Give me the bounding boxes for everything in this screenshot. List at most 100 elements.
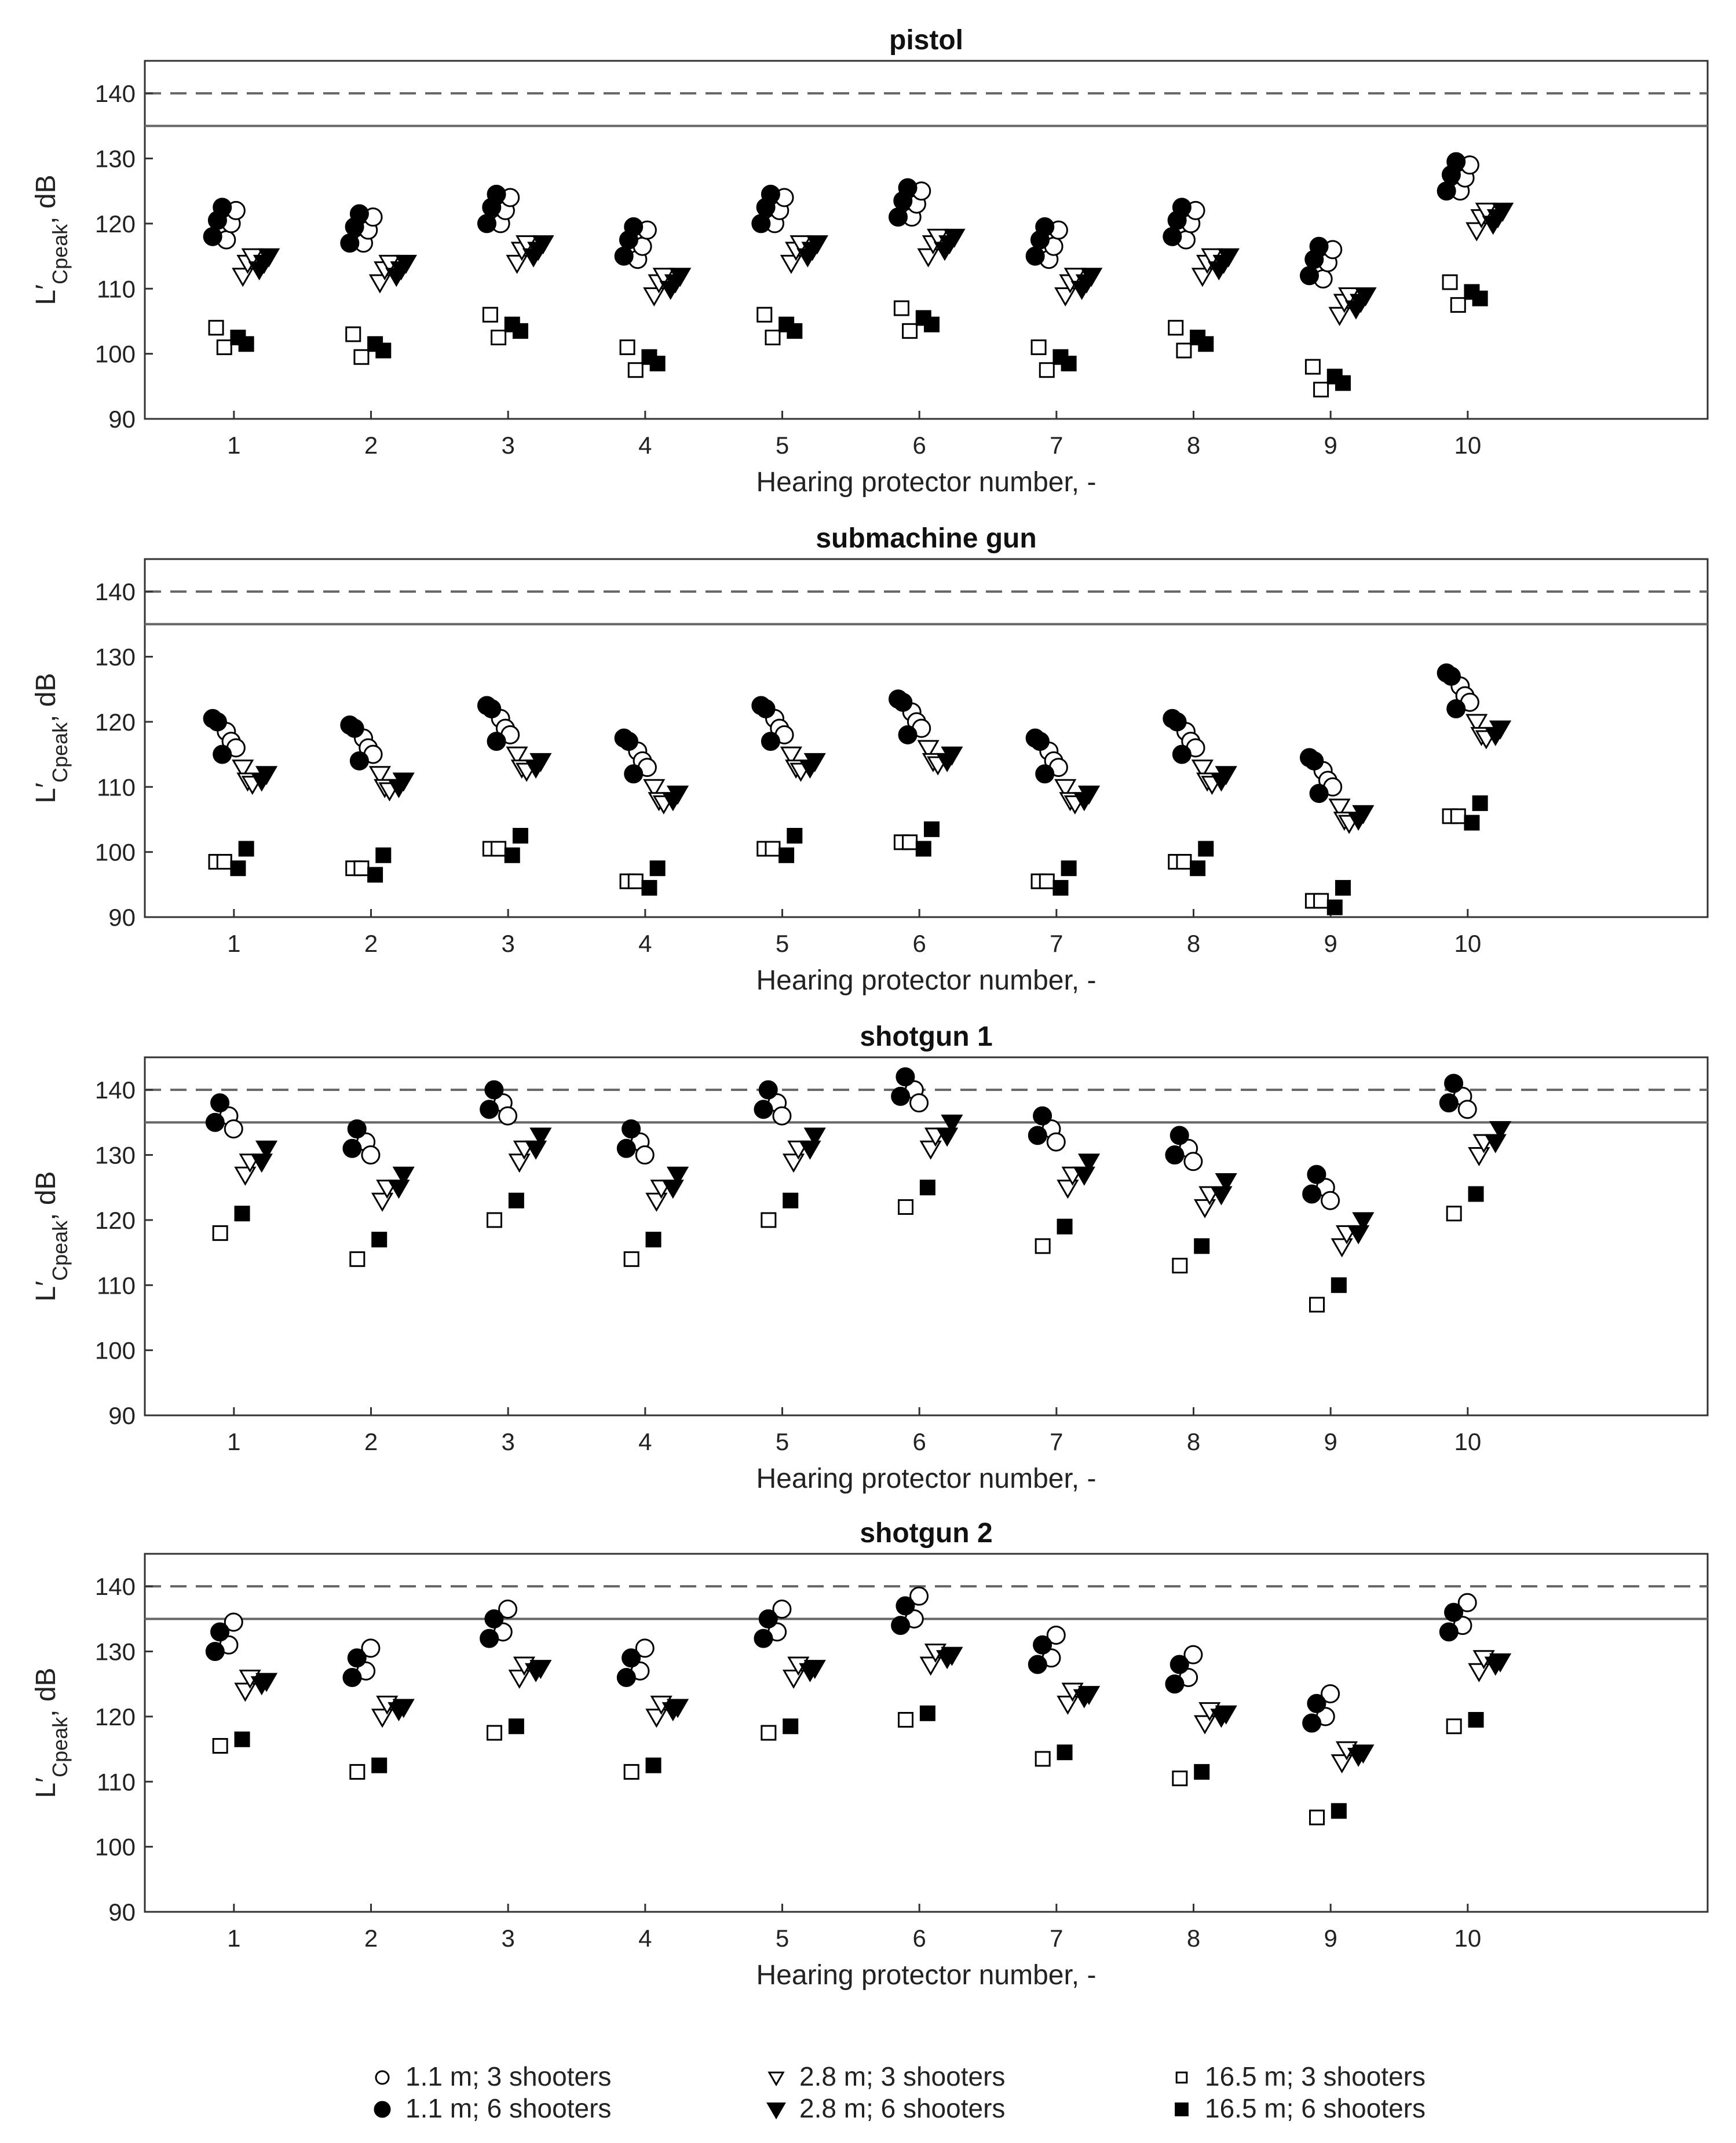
data-point [205, 1112, 225, 1132]
series-3 [234, 1644, 1495, 1774]
data-point [508, 1192, 524, 1209]
series-2 [205, 1067, 1464, 1204]
data-point [234, 1166, 257, 1186]
data-point [482, 699, 502, 718]
data-point [898, 1712, 913, 1728]
data-point [915, 841, 931, 857]
data-point [649, 355, 666, 371]
data-point [627, 873, 644, 889]
data-point [345, 326, 361, 342]
data-point [1165, 1674, 1185, 1694]
data-point [258, 248, 280, 268]
data-point [622, 1119, 641, 1139]
data-point [1165, 1145, 1185, 1165]
y-tick-label: 140 [95, 1076, 136, 1104]
data-point [487, 1725, 502, 1741]
data-point [255, 766, 278, 786]
data-point [783, 1192, 799, 1209]
x-tick-label: 8 [1187, 930, 1200, 957]
data-point [806, 235, 828, 255]
data-point [1450, 808, 1466, 824]
y-tick-label: 120 [95, 709, 136, 736]
data-point [1046, 1625, 1066, 1645]
data-point [896, 1067, 915, 1087]
x-tick-label: 9 [1324, 432, 1337, 459]
data-point [782, 1153, 805, 1173]
x-tick-label: 1 [227, 930, 240, 957]
data-point [392, 1166, 415, 1186]
legend-marker-icon [1175, 2102, 1189, 2116]
data-point [1437, 181, 1456, 201]
data-point [232, 760, 254, 779]
plot-area [144, 1553, 1709, 1913]
data-point [203, 227, 222, 246]
data-point [1492, 202, 1514, 222]
legend-item: 2.8 m; 6 shooters [766, 2093, 1005, 2123]
data-point [779, 847, 795, 863]
panel-title: pistol [889, 25, 963, 56]
data-point [1304, 359, 1321, 375]
data-point [1444, 1074, 1464, 1093]
data-point [616, 1667, 636, 1687]
legend-marker-icon [375, 2070, 390, 2085]
x-tick-label: 6 [912, 1925, 926, 1952]
data-point [941, 746, 963, 766]
data-point [375, 847, 392, 863]
legend-item: 2.8 m; 3 shooters [768, 2061, 1005, 2091]
data-point [891, 1616, 911, 1635]
data-point [234, 1682, 257, 1702]
data-point [1035, 1238, 1051, 1254]
data-point [1215, 766, 1237, 786]
data-point [1352, 1212, 1375, 1232]
data-point [1194, 1238, 1210, 1254]
data-point [1457, 1593, 1477, 1612]
data-point [1326, 899, 1343, 915]
data-point [893, 692, 913, 712]
data-point [1025, 246, 1045, 266]
series-2 [203, 663, 1466, 804]
y-tick-label: 90 [108, 1402, 136, 1429]
data-point [761, 184, 780, 204]
data-point [1169, 1655, 1189, 1674]
data-point [614, 246, 634, 266]
data-point [1077, 1153, 1101, 1173]
legend-label: 16.5 m; 3 shooters [1205, 2061, 1426, 2091]
data-point [1307, 1164, 1326, 1184]
data-point [480, 1100, 499, 1119]
data-point [909, 1586, 929, 1606]
x-tick-label: 2 [364, 930, 378, 957]
y-tick-label: 110 [97, 1768, 136, 1795]
data-point [1193, 1715, 1216, 1735]
x-tick-label: 1 [227, 1428, 240, 1455]
x-tick-label: 4 [638, 1428, 652, 1455]
data-point [394, 254, 417, 274]
data-point [1028, 1655, 1047, 1674]
data-point [641, 879, 657, 896]
data-point [1167, 712, 1187, 732]
data-point [1035, 1751, 1051, 1767]
data-point [943, 228, 966, 248]
data-point [487, 1212, 502, 1228]
data-point [1190, 860, 1206, 877]
data-point [1313, 381, 1329, 397]
data-point [213, 744, 232, 764]
data-point [498, 1106, 518, 1126]
data-point [1176, 342, 1192, 359]
y-tick-label: 140 [95, 578, 136, 605]
data-point [941, 1647, 963, 1666]
x-axis-label: Hearing protector number, - [756, 1463, 1097, 1494]
data-point [1468, 1147, 1490, 1167]
data-point [210, 1093, 230, 1113]
legend-marker-icon [766, 2102, 786, 2120]
data-point [1057, 1744, 1073, 1761]
data-point [1052, 879, 1069, 896]
data-point [1057, 1180, 1079, 1199]
y-tick-label: 130 [95, 644, 136, 671]
data-point [1172, 198, 1192, 217]
data-point [349, 1251, 366, 1267]
data-point [353, 860, 370, 877]
series-4 [250, 720, 1512, 831]
data-point [1468, 1712, 1484, 1728]
y-axis-label: L′Cpeak, dB [31, 174, 72, 305]
data-point [645, 1757, 661, 1773]
